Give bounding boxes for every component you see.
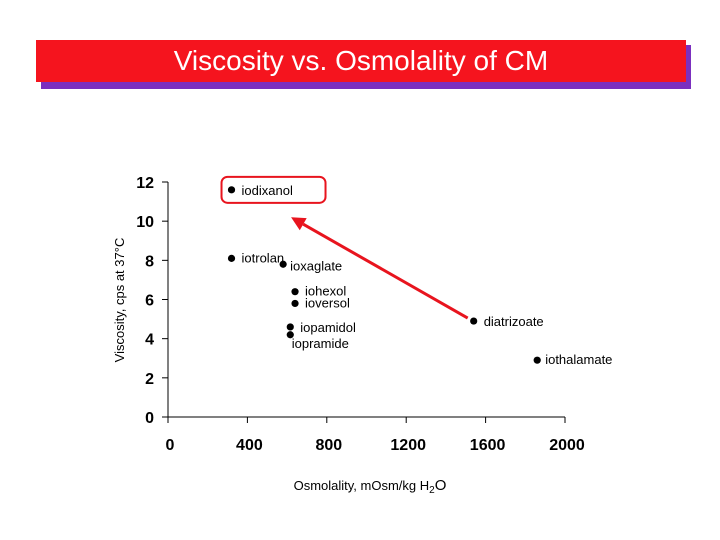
data-point: [291, 299, 299, 308]
data-point: [286, 323, 294, 331]
y-tick-label: 10: [136, 214, 154, 231]
x-tick-label: 800: [315, 437, 342, 454]
annotations: [220, 175, 469, 320]
data-point: [279, 260, 287, 268]
y-axis-title: Viscosity, cps at 37°C: [112, 238, 127, 363]
page-title: Viscosity vs. Osmolality of CM: [36, 40, 686, 82]
data-point: [533, 356, 541, 364]
point-label: iodixanol: [242, 183, 293, 198]
point-label: iohexol: [305, 284, 346, 299]
data-point: [227, 254, 236, 262]
data-point: [291, 288, 299, 296]
x-tick-label: 2000: [549, 437, 585, 454]
y-tick-label: 4: [145, 332, 154, 349]
x-tick-label: 400: [236, 437, 263, 454]
point-label: iotrolan: [242, 250, 285, 265]
axis-labels: Osmolality, mOsm/kg H2O Viscosity, cps at…: [112, 238, 446, 496]
x-tick-label: 1200: [390, 437, 426, 454]
y-tick-label: 12: [136, 175, 154, 192]
data-point: [227, 186, 236, 194]
point-label: ioxaglate: [290, 258, 342, 273]
axes: [167, 182, 565, 418]
y-tick-label: 0: [145, 410, 154, 427]
ticks: 0 2 4 6 8 10 12 0 400 800 1200 1600 2000: [136, 175, 585, 454]
arrow-head: [291, 217, 307, 231]
y-tick-label: 2: [145, 371, 154, 388]
data-point: [286, 331, 294, 339]
data-point: [470, 317, 478, 325]
point-label: ioversol: [305, 295, 350, 310]
x-axis-title: Osmolality, mOsm/kg H2O: [294, 477, 447, 496]
data-points: iodixanol iotrolan ioxaglate iohexolioverso…: [227, 183, 612, 367]
y-tick-label: 6: [145, 293, 154, 310]
arrow-line: [302, 222, 469, 320]
point-label: iothalamate: [545, 352, 612, 367]
x-tick-label: 0: [166, 437, 175, 454]
y-tick-label: 8: [145, 253, 154, 270]
point-label: iopramide: [292, 336, 349, 351]
point-label: iopamidol: [300, 320, 356, 335]
x-tick-label: 1600: [470, 437, 506, 454]
highlight-box: [220, 175, 327, 204]
point-label: diatrizoate: [484, 314, 544, 329]
